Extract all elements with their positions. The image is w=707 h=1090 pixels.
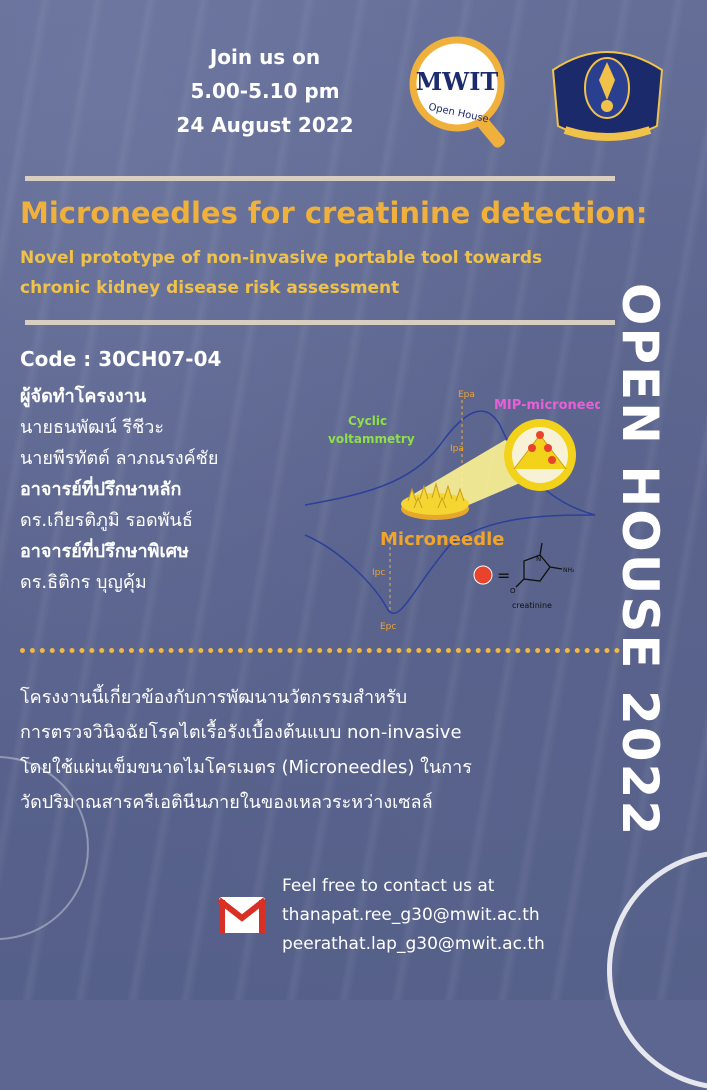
creatinine-label: creatinine bbox=[512, 601, 552, 610]
creatinine-methyl-bond bbox=[539, 542, 543, 556]
join-line: Join us on bbox=[209, 45, 321, 69]
middle-divider bbox=[25, 320, 615, 325]
time-line: 5.00-5.10 pm bbox=[190, 79, 340, 103]
subtitle-line: chronic kidney disease risk assessment bbox=[20, 278, 400, 298]
creatinine-ring bbox=[523, 554, 551, 582]
zoom-molecule-3 bbox=[536, 431, 544, 439]
description-line: โดยใช้แผ่นเข็มขนาดไมโครเมตร (Microneedle… bbox=[20, 757, 472, 778]
contact-heading: Feel free to contact us at bbox=[282, 876, 495, 896]
mip-microneedle-label: MIP-microneedle bbox=[494, 398, 600, 413]
project-code: Code : 30CH07-04 bbox=[20, 347, 222, 371]
equals-sign: = bbox=[497, 566, 510, 585]
organizer-name: นายธนพัฒน์ รีชีวะ bbox=[20, 417, 165, 438]
contact-email[interactable]: peerathat.lap_g30@mwit.ac.th bbox=[282, 934, 545, 954]
description-line: การตรวจวินิจฉัยโรคไตเรื้อรังเบื้องต้นแบบ… bbox=[20, 722, 462, 743]
creatinine-n-label: N bbox=[536, 555, 541, 563]
zoom-molecule-1 bbox=[528, 444, 536, 452]
project-info: Code : 30CH07-04 ผู้จัดทำโครงงาน นายธนพั… bbox=[20, 347, 320, 598]
background bbox=[0, 0, 707, 1000]
advisor-heading: อาจารย์ที่ปรึกษาหลัก bbox=[20, 479, 182, 500]
microneedle-diagram: Cyclic voltammetry Epa Ipa Ipc Epc MIP-m… bbox=[304, 390, 600, 632]
microneedle-label: Microneedle bbox=[380, 529, 505, 550]
creatinine-amine-bond bbox=[549, 566, 563, 570]
organizers-heading: ผู้จัดทำโครงงาน bbox=[20, 386, 147, 407]
zoom-molecule-2 bbox=[544, 444, 552, 452]
mwit-open-house-logo: MWIT Open House bbox=[409, 36, 505, 148]
creatinine-marker bbox=[473, 565, 493, 585]
epa-label: Epa bbox=[458, 390, 475, 400]
project-title: Microneedles for creatinine detection: bbox=[20, 196, 648, 230]
project-description: โครงงานนี้เกี่ยวข้องกับการพัฒนานวัตกรรมส… bbox=[20, 680, 620, 820]
special-advisor-heading: อาจารย์ที่ปรึกษาพิเศษ bbox=[20, 541, 189, 562]
organizer-name: นายพีรทัตต์ ลาภณรงค์ชัย bbox=[20, 448, 219, 469]
top-divider bbox=[25, 176, 615, 181]
creatinine-o-label: O bbox=[510, 587, 516, 595]
advisor-name: ดร.เกียรติภูมิ รอดพันธ์ bbox=[20, 510, 193, 531]
description-line: โครงงานนี้เกี่ยวข้องกับการพัฒนานวัตกรรมส… bbox=[20, 687, 408, 708]
contact-email[interactable]: thanapat.ree_g30@mwit.ac.th bbox=[282, 905, 540, 925]
cv-label-line1: Cyclic bbox=[348, 414, 387, 428]
date-line: 24 August 2022 bbox=[176, 113, 354, 137]
creatinine-nh2-label: NH₂ bbox=[563, 567, 575, 574]
ipc-label: Ipc bbox=[372, 568, 385, 578]
project-subtitle: Novel prototype of non-invasive portable… bbox=[20, 243, 630, 303]
dotted-divider bbox=[20, 648, 620, 653]
ipa-label: Ipa bbox=[450, 444, 464, 454]
mwit-logo-letters: MWIT bbox=[416, 67, 499, 96]
description-line: วัดปริมาณสารครีเอตินีนภายในของเหลวระหว่า… bbox=[20, 792, 433, 813]
school-seal-logo bbox=[551, 51, 664, 141]
special-advisor-name: ดร.ธิติกร บุญคุ้ม bbox=[20, 572, 147, 593]
cv-curve-lower bbox=[304, 514, 596, 614]
epc-label: Epc bbox=[380, 622, 396, 632]
cv-label-line2: voltammetry bbox=[328, 432, 415, 446]
contact-block: Feel free to contact us at thanapat.ree_… bbox=[282, 872, 545, 959]
subtitle-line: Novel prototype of non-invasive portable… bbox=[20, 248, 543, 268]
microneedle-spikes bbox=[407, 482, 465, 509]
creatinine-carbonyl-bond bbox=[515, 578, 525, 588]
gmail-icon bbox=[218, 897, 266, 933]
event-date-block: Join us on 5.00-5.10 pm 24 August 2022 bbox=[160, 40, 370, 142]
zoom-molecule-4 bbox=[548, 456, 556, 464]
